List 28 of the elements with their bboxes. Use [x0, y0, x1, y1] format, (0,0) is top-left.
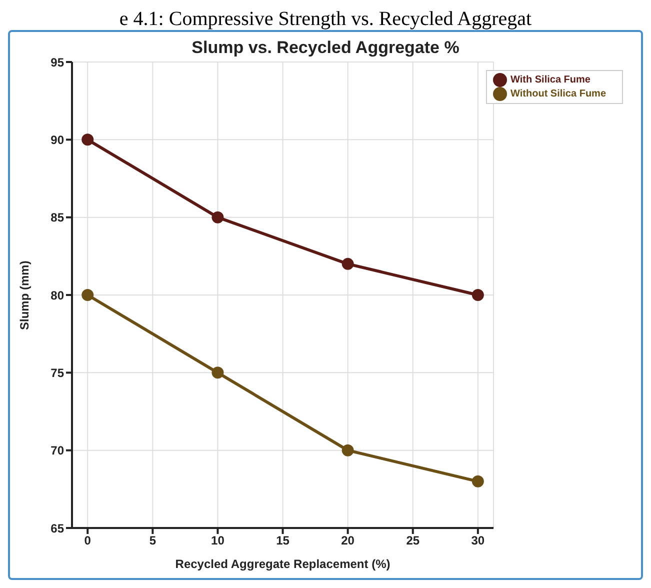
y-tick-label: 80: [50, 288, 64, 302]
chart-title: Slump vs. Recycled Aggregate %: [192, 38, 460, 57]
point: [82, 289, 94, 301]
x-tick-label: 20: [341, 534, 355, 548]
y-axis-title: Slump (mm): [17, 260, 32, 330]
y-tick-label: 85: [50, 210, 64, 225]
legend-label: With Silica Fume: [510, 74, 590, 86]
x-tick-label: 30: [471, 534, 485, 548]
y-tick-label: 75: [50, 366, 64, 380]
point: [212, 211, 224, 224]
y-tick-label: 95: [50, 55, 64, 70]
x-tick-label: 5: [149, 534, 156, 548]
point: [212, 366, 224, 379]
x-tick-label: 10: [211, 534, 225, 548]
point: [342, 258, 354, 270]
point: [472, 289, 484, 301]
y-tick-label: 65: [50, 521, 64, 536]
x-tick-label: 0: [84, 534, 92, 548]
text: e 4.1: Compressive Strength vs. Recycled Aggregat: [118, 8, 533, 30]
legend-label: Without Silica Fume: [510, 88, 606, 100]
y-tick-label: 70: [50, 444, 64, 458]
point: [342, 444, 354, 456]
point: [472, 475, 484, 488]
x-axis-title: Recycled Aggregate Replacement (%): [175, 557, 390, 571]
point: [82, 134, 94, 146]
y-tick-label: 90: [50, 132, 64, 147]
x-tick-label: 15: [276, 534, 290, 548]
x-tick-label: 25: [406, 534, 420, 548]
